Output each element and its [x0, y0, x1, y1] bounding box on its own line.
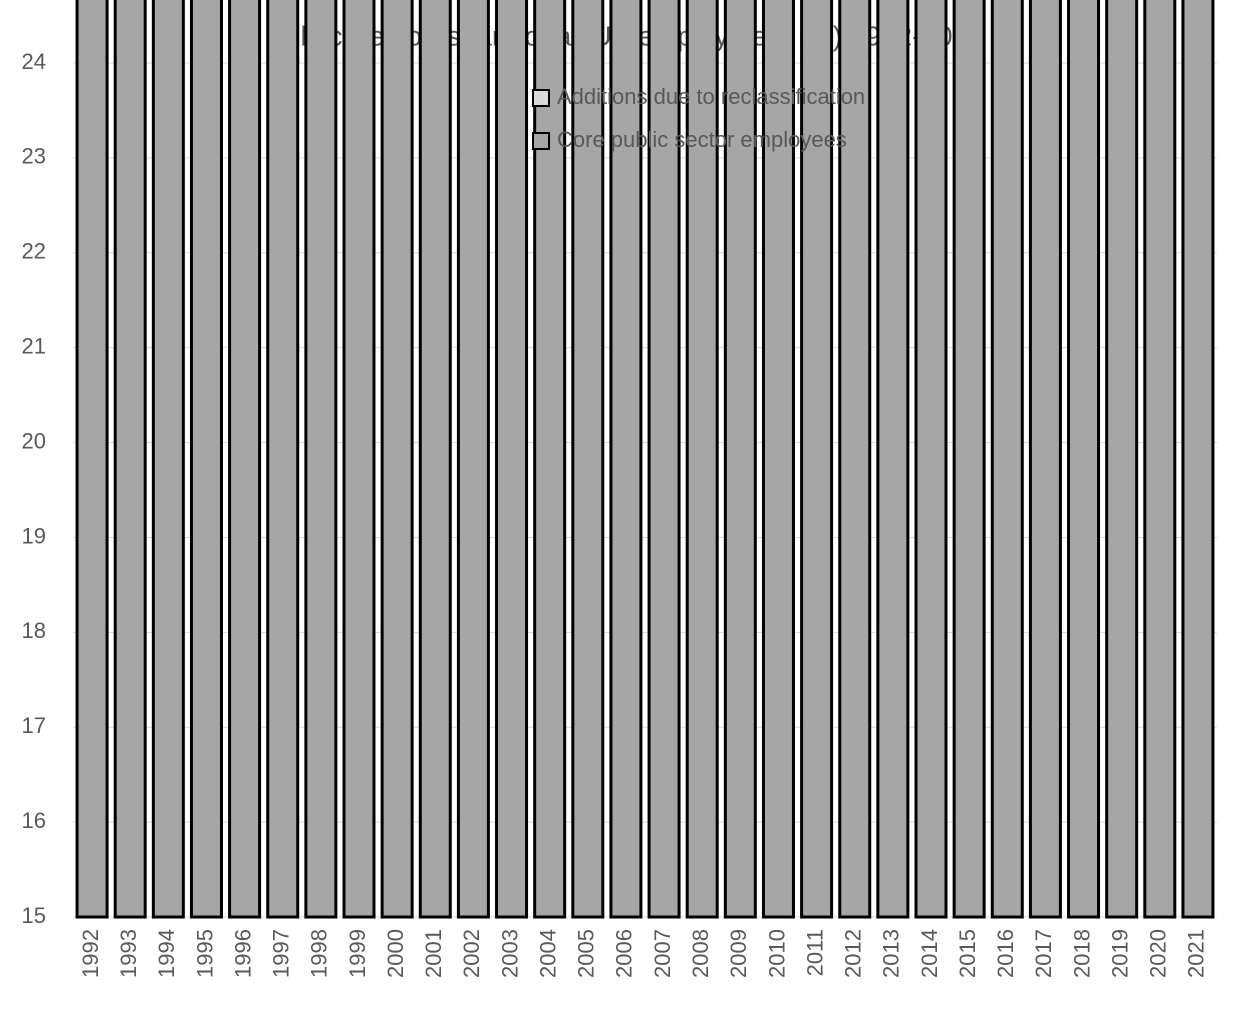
bar-segment	[990, 0, 1024, 919]
bar-segment	[304, 0, 338, 919]
bar-segment	[838, 0, 872, 919]
x-tick-label: 2008	[688, 929, 713, 978]
x-tick-label: 1997	[269, 929, 294, 978]
legend-swatch	[532, 89, 550, 107]
bar-segment	[1028, 0, 1062, 919]
bar-segment	[609, 0, 643, 919]
x-tick-label: 2011	[802, 929, 827, 976]
bar-segment	[1067, 0, 1101, 919]
bar-segment	[761, 0, 795, 919]
legend-label: Additions due to reclassification	[557, 84, 865, 109]
bar-segment	[456, 0, 490, 919]
x-tick-label: 2000	[383, 929, 408, 978]
x-tick-label: 1998	[307, 929, 332, 978]
x-tick-label: 1993	[116, 929, 141, 978]
bar-segment	[1181, 0, 1215, 919]
x-tick-label: 2002	[459, 929, 484, 978]
bar-segment	[189, 0, 223, 919]
bar-segment	[113, 0, 147, 919]
x-tick-label: 2015	[955, 929, 980, 978]
bar-segment	[914, 0, 948, 919]
bar-segment	[1143, 0, 1177, 919]
x-tick-label: 2021	[1184, 929, 1209, 978]
x-tick-label: 2006	[612, 929, 637, 978]
bar-segment	[151, 0, 185, 919]
x-tick-label: 2004	[535, 929, 560, 978]
y-tick-label: 19	[22, 523, 46, 548]
bar-segment	[533, 0, 567, 919]
bar-segment	[228, 0, 262, 919]
x-tick-label: 2012	[841, 929, 866, 978]
bar-segment	[723, 0, 757, 919]
y-tick-label: 21	[22, 333, 46, 358]
bar-segment	[380, 0, 414, 919]
x-tick-label: 1996	[230, 929, 255, 978]
x-tick-label: 2013	[879, 929, 904, 978]
bar-segment	[75, 0, 109, 919]
bar-segment	[1105, 0, 1139, 919]
bar-segment	[800, 0, 834, 919]
y-tick-label: 16	[22, 808, 46, 833]
y-tick-label: 24	[22, 49, 46, 74]
y-tick-label: 22	[22, 239, 46, 264]
x-tick-label: 1995	[192, 929, 217, 978]
bar-segment	[418, 0, 452, 919]
x-tick-label: 1999	[345, 929, 370, 978]
x-tick-label: 2020	[1146, 929, 1171, 978]
x-tick-label: 2007	[650, 929, 675, 978]
bar-segment	[876, 0, 910, 919]
x-tick-label: 2018	[1069, 929, 1094, 978]
y-tick-label: 18	[22, 618, 46, 643]
x-tick-label: 2005	[574, 929, 599, 978]
x-tick-label: 1994	[154, 929, 179, 978]
y-tick-label: 15	[22, 903, 46, 928]
x-tick-label: 2016	[993, 929, 1018, 978]
legend-label: Core public sector employees	[557, 127, 847, 152]
x-tick-label: 2003	[497, 929, 522, 978]
x-tick-label: 2017	[1031, 929, 1056, 978]
y-tick-label: 23	[22, 144, 46, 169]
bar-segment	[571, 0, 605, 919]
x-tick-label: 1992	[78, 929, 103, 978]
y-tick-label: 17	[22, 713, 46, 738]
y-tick-label: 20	[22, 428, 46, 453]
bar-segment	[266, 0, 300, 919]
bar-segment	[342, 0, 376, 919]
x-tick-label: 2010	[764, 929, 789, 978]
x-tick-label: 2009	[726, 929, 751, 978]
bar-segment	[952, 0, 986, 919]
bar-segment	[647, 0, 681, 919]
x-tick-label: 2019	[1107, 929, 1132, 978]
bar-segment	[685, 0, 719, 919]
bar-segment	[495, 0, 529, 919]
legend-swatch	[532, 132, 550, 150]
x-tick-label: 2001	[421, 929, 446, 978]
x-tick-label: 2014	[917, 929, 942, 978]
